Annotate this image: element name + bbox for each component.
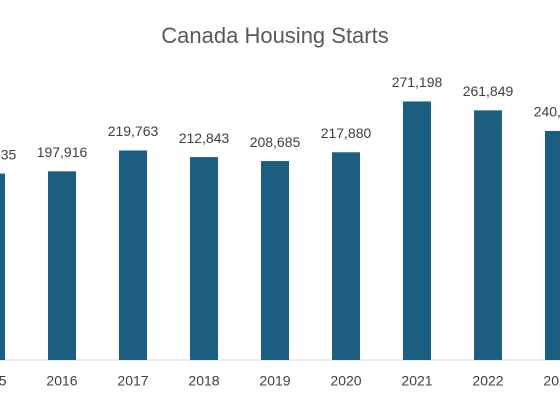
data-label: 261,849 (463, 83, 514, 99)
bar (0, 173, 5, 360)
data-label: 212,843 (179, 130, 230, 146)
data-label: 197,916 (37, 144, 88, 160)
data-label: 208,685 (250, 134, 301, 150)
x-tick-label: 2017 (117, 373, 148, 389)
x-tick-label: 2022 (472, 373, 503, 389)
data-label: 240,267 (534, 104, 560, 120)
x-tick-label: 2018 (188, 373, 219, 389)
bar (190, 157, 218, 360)
x-tick-label: 2021 (401, 373, 432, 389)
data-label: 217,880 (321, 125, 372, 141)
bar (119, 150, 147, 360)
data-label: 195,535 (0, 146, 17, 162)
bar (332, 152, 360, 360)
data-label: 271,198 (392, 74, 443, 90)
x-tick-label: 2023 (543, 373, 560, 389)
x-tick-label: 2016 (46, 373, 77, 389)
bar (48, 171, 76, 360)
data-label: 219,763 (108, 123, 159, 139)
chart-title: Canada Housing Starts (161, 23, 388, 48)
bar (403, 101, 431, 360)
x-tick-label: 2020 (330, 373, 361, 389)
bar (474, 110, 502, 360)
x-tick-label: 2015 (0, 373, 7, 389)
bar (545, 130, 560, 360)
x-tick-label: 2019 (259, 373, 290, 389)
bar (261, 161, 289, 360)
